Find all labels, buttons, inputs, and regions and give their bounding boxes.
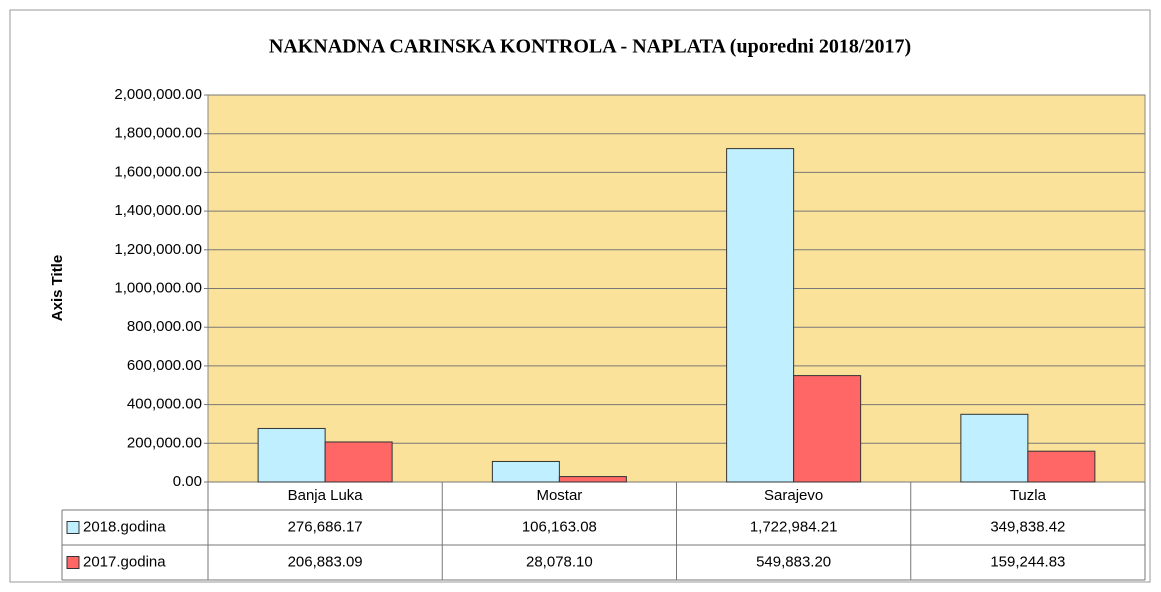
bar (793, 375, 862, 483)
data-table-value: 276,686.17 (288, 518, 363, 535)
y-tick-label: 1,000,000.00 (114, 279, 202, 296)
legend-swatch (66, 521, 80, 534)
x-tick-label: Banja Luka (288, 487, 364, 504)
y-tick-label: 600,000.00 (127, 357, 202, 374)
legend-label: 2018.godina (83, 518, 166, 535)
data-table-value: 549,883.20 (756, 553, 831, 570)
data-table-value: 159,244.83 (990, 553, 1065, 570)
bar (558, 476, 627, 483)
bar (1027, 450, 1096, 483)
data-table-value: 106,163.08 (522, 518, 597, 535)
y-tick-label: 2,000,000.00 (114, 86, 202, 103)
data-table-value: 349,838.42 (990, 518, 1065, 535)
bar (324, 441, 393, 483)
bar (257, 427, 326, 483)
legend-label: 2017.godina (83, 553, 166, 570)
data-table-value: 1,722,984.21 (750, 518, 838, 535)
y-tick-label: 200,000.00 (127, 434, 202, 451)
data-table-value: 28,078.10 (526, 553, 593, 570)
y-tick-label: 0.00 (173, 473, 202, 490)
x-tick-label: Sarajevo (764, 487, 823, 504)
legend-swatch (66, 556, 80, 569)
y-tick-label: 1,600,000.00 (114, 163, 202, 180)
x-tick-label: Mostar (536, 487, 582, 504)
y-tick-label: 1,800,000.00 (114, 125, 202, 142)
data-table-value: 206,883.09 (288, 553, 363, 570)
y-axis-title: Axis Title (49, 255, 66, 321)
y-tick-label: 800,000.00 (127, 318, 202, 335)
x-tick-label: Tuzla (1010, 487, 1047, 504)
y-tick-label: 400,000.00 (127, 396, 202, 413)
y-tick-label: 1,400,000.00 (114, 202, 202, 219)
y-tick-label: 1,200,000.00 (114, 241, 202, 258)
bar (491, 460, 560, 483)
bar (960, 413, 1029, 483)
chart-title: NAKNADNA CARINSKA KONTROLA - NAPLATA (up… (269, 36, 911, 58)
bar (726, 148, 795, 483)
